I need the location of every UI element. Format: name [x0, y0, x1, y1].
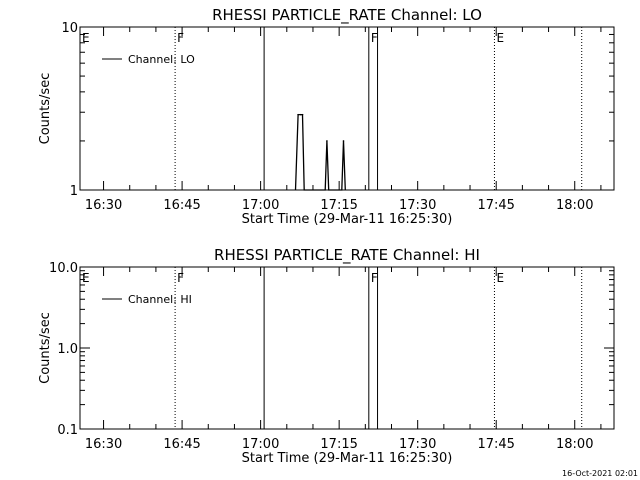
- data-point: [299, 113, 302, 116]
- x-axis-label: Start Time (29-Mar-11 16:25:30): [242, 451, 453, 466]
- plot-timestamp: 16-Oct-2021 02:01: [562, 469, 638, 478]
- x-tick-label: 17:00: [242, 198, 279, 213]
- event-marker-label: F: [371, 31, 378, 45]
- y-tick-label: 10: [61, 21, 78, 36]
- y-tick-label: 0.1: [57, 423, 78, 438]
- x-tick-label: 16:30: [85, 198, 122, 213]
- x-tick-label: 17:30: [399, 198, 436, 213]
- chart-title: RHESSI PARTICLE_RATE Channel: LO: [212, 6, 482, 25]
- data-point: [301, 113, 304, 116]
- x-axis-label: Start Time (29-Mar-11 16:25:30): [242, 212, 453, 227]
- event-marker-label: F: [371, 271, 378, 285]
- event-marker-label: E: [82, 31, 90, 45]
- y-axis-label: Counts/sec: [38, 312, 53, 384]
- x-tick-label: 18:00: [556, 437, 593, 452]
- y-tick-label: 1.0: [57, 342, 78, 357]
- event-marker-label: F: [177, 271, 184, 285]
- y-axis-label: Counts/sec: [38, 73, 53, 145]
- event-marker-label: E: [82, 271, 90, 285]
- x-tick-label: 16:30: [85, 437, 122, 452]
- legend-label: Channel: HI: [128, 293, 192, 306]
- event-marker-label: F: [177, 31, 184, 45]
- plot-frame: [79, 266, 615, 430]
- legend-label: Channel: LO: [128, 53, 195, 66]
- x-tick-label: 16:45: [163, 437, 200, 452]
- x-tick-label: 16:45: [163, 198, 200, 213]
- event-marker-label: E: [496, 31, 504, 45]
- x-tick-label: 17:30: [399, 437, 436, 452]
- event-marker-label: E: [496, 271, 504, 285]
- x-tick-label: 17:00: [242, 437, 279, 452]
- chart-title: RHESSI PARTICLE_RATE Channel: HI: [214, 246, 480, 265]
- y-tick-label: 1: [70, 184, 78, 199]
- y-tick-label: 10.0: [49, 261, 78, 276]
- x-tick-label: 17:15: [320, 437, 357, 452]
- data-point: [342, 140, 345, 142]
- chart-panel-2: RHESSI PARTICLE_RATE Channel: HI Counts/s…: [38, 246, 615, 466]
- x-tick-label: 18:00: [556, 198, 593, 213]
- data-point: [297, 113, 299, 116]
- x-tick-label: 17:45: [477, 437, 514, 452]
- chart-panel-1: RHESSI PARTICLE_RATE Channel: LO Counts/s…: [38, 6, 615, 227]
- plot-frame: [79, 26, 615, 191]
- data-point: [326, 140, 328, 142]
- series-line-1: [294, 113, 346, 191]
- x-tick-label: 17:45: [477, 198, 514, 213]
- x-tick-label: 17:15: [320, 198, 357, 213]
